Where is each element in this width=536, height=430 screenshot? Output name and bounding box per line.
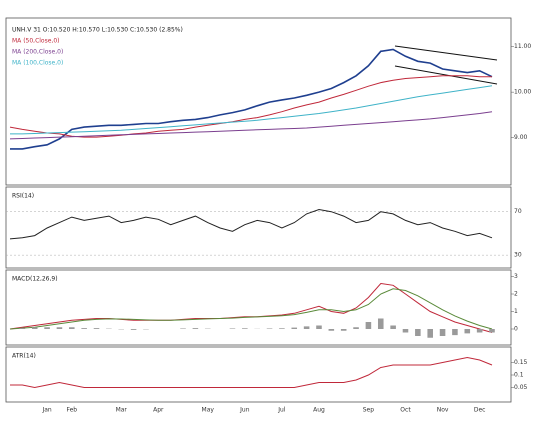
x-tick-label: Dec (474, 407, 486, 414)
series-line (10, 85, 493, 135)
histogram-bar (19, 328, 26, 329)
y-tick-label: 10.00 (514, 89, 531, 96)
x-tick-label: Jun (239, 407, 250, 414)
y-tick-label: 0.1 (514, 372, 524, 379)
histogram-bar (402, 329, 409, 333)
histogram-bar (291, 327, 298, 329)
histogram-bar (464, 329, 471, 334)
legend-entry: MA (200,Close,0) (12, 49, 63, 56)
histogram-bar (365, 322, 372, 329)
histogram-bar (44, 327, 50, 329)
y-tick-label: 9.00 (514, 134, 528, 141)
panel-frame (5, 186, 512, 269)
histogram-bar (192, 328, 199, 329)
trend-line (394, 45, 498, 61)
x-tick-label: Jan (41, 407, 51, 414)
histogram-bar (390, 325, 396, 329)
histogram-bar (489, 329, 495, 333)
panel-title: RSI(14) (12, 193, 34, 200)
histogram-bar (303, 326, 310, 329)
histogram-bar (31, 327, 38, 329)
series-line (10, 48, 493, 150)
y-tick-label: 2 (514, 291, 518, 298)
x-tick-label: Aug (313, 407, 325, 414)
panel-frame (5, 17, 512, 186)
series-line (9, 288, 493, 330)
histogram-bar (69, 327, 75, 329)
y-tick-label: 3 (514, 273, 518, 280)
histogram-bar (427, 329, 433, 338)
panel-frame (5, 269, 512, 346)
x-tick-label: Apr (153, 407, 164, 414)
x-tick-label: Oct (400, 407, 411, 414)
histogram-bar (93, 328, 100, 329)
y-tick-label: 0.05 (514, 384, 528, 391)
legend-entry: MA (50,Close,0) (12, 38, 59, 45)
histogram-bar (180, 328, 186, 329)
panel-frame (5, 346, 512, 403)
histogram-bar (279, 328, 285, 329)
x-tick-label: May (202, 407, 215, 414)
series-line (9, 111, 493, 140)
x-tick-label: Jul (277, 407, 286, 414)
y-tick-label: 0.15 (514, 359, 528, 366)
x-tick-label: Nov (437, 407, 449, 414)
histogram-bar (415, 329, 421, 336)
x-tick-label: Mar (116, 407, 128, 414)
histogram-bar (476, 329, 483, 333)
histogram-bar (242, 328, 248, 329)
panel-title: MACD(12,26,9) (12, 276, 58, 283)
histogram-bar (81, 328, 87, 329)
series-line (9, 208, 493, 240)
y-tick-label: 0 (514, 326, 518, 333)
histogram-bar (340, 329, 347, 331)
x-tick-label: Feb (66, 407, 77, 414)
series-line (9, 75, 492, 138)
histogram-bar (439, 329, 446, 336)
histogram-bar (452, 329, 458, 336)
x-tick-label: Sep (363, 407, 375, 414)
histogram-bar (56, 327, 63, 329)
series-line (10, 356, 493, 389)
y-tick-label: 30 (514, 252, 522, 259)
legend-entry: MA (100,Close,0) (12, 60, 63, 67)
histogram-bar (130, 329, 137, 330)
histogram-bar (328, 329, 335, 331)
y-tick-label: 70 (514, 208, 522, 215)
histogram-bar (377, 318, 384, 329)
y-tick-label: 1 (514, 308, 518, 315)
histogram-bar (316, 325, 322, 329)
histogram-bar (353, 327, 359, 329)
panel-title: UNH.V 31 O:10.520 H:10.570 L:10.530 C:10… (12, 27, 183, 34)
panel-title: ATR(14) (12, 353, 36, 360)
trend-line (394, 65, 498, 85)
y-tick-label: 11.00 (514, 43, 531, 50)
histogram-bar (266, 328, 273, 329)
histogram-bar (229, 328, 236, 329)
